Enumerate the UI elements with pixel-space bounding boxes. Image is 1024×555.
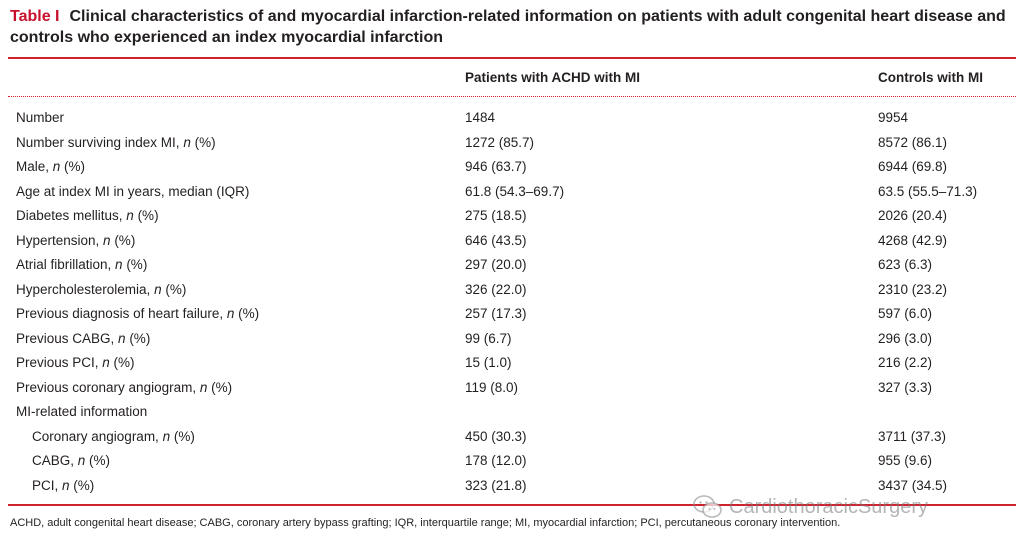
row-label: Number surviving index MI, n (%)	[16, 134, 216, 150]
cell-controls: 8572 (86.1)	[878, 134, 948, 150]
wechat-icon	[693, 494, 723, 520]
table-caption: Table I Clinical characteristics of and m…	[10, 6, 1014, 48]
table-label: Table I	[10, 8, 60, 25]
cell-achd: 178 (12.0)	[465, 453, 527, 468]
row-label: PCI, n (%)	[32, 477, 95, 493]
table-row: Previous coronary angiogram, n (%) 119 (8…	[0, 376, 1024, 401]
cell-controls: 296 (3.0)	[878, 330, 933, 346]
row-label: Male, n (%)	[16, 159, 86, 174]
row-label: Atrial fibrillation, n (%)	[16, 257, 148, 272]
table-row: PCI, n (%) 323 (21.8) 3437 (34.5)	[0, 474, 1024, 499]
row-label: Coronary angiogram, n (%)	[32, 428, 195, 444]
cell-controls: 3437 (34.5)	[878, 477, 948, 493]
cell-achd: 1272 (85.7)	[465, 134, 535, 150]
row-label: Number	[16, 110, 65, 125]
watermark-text: CardiothoracicSurgery	[729, 495, 928, 518]
cell-achd: 1484	[465, 110, 496, 125]
watermark: CardiothoracicSurgery	[693, 490, 928, 524]
cell-achd: 15 (1.0)	[465, 355, 512, 370]
cell-controls: 63.5 (55.5–71.3)	[878, 183, 978, 199]
table-row: Number surviving index MI, n (%) 1272 (85…	[0, 131, 1024, 156]
row-label: MI-related information	[16, 404, 148, 419]
table-row: Atrial fibrillation, n (%) 297 (20.0) 623 …	[0, 253, 1024, 278]
table-row: Diabetes mellitus, n (%) 275 (18.5) 2026 (…	[0, 204, 1024, 229]
row-label: Previous CABG, n (%)	[16, 330, 151, 346]
table-row: Hypercholesterolemia, n (%) 326 (22.0) 231…	[0, 278, 1024, 303]
table-row: CABG, n (%) 178 (12.0) 955 (9.6)	[0, 449, 1024, 474]
row-label: Hypercholesterolemia, n (%)	[16, 281, 187, 297]
table-body: Number 1484 9954 Number surviving index MI,…	[0, 106, 1024, 498]
cell-achd: 297 (20.0)	[465, 257, 527, 272]
cell-controls: 623 (6.3)	[878, 257, 933, 272]
row-label: Previous diagnosis of heart failure, n (…	[16, 306, 260, 321]
column-header-controls: Controls with MI	[878, 70, 983, 85]
cell-achd: 61.8 (54.3–69.7)	[465, 183, 565, 199]
table-row: Hypertension, n (%) 646 (43.5) 4268 (42.9)	[0, 229, 1024, 254]
cell-controls: 597 (6.0)	[878, 306, 933, 321]
cell-controls: 9954	[878, 110, 909, 125]
row-label: Previous PCI, n (%)	[16, 355, 135, 370]
cell-achd: 646 (43.5)	[465, 232, 527, 248]
row-label: Previous coronary angiogram, n (%)	[16, 379, 233, 395]
cell-controls: 3711 (37.3)	[878, 428, 947, 444]
cell-achd: 450 (30.3)	[465, 428, 527, 444]
table-bottom-rule	[8, 504, 1016, 506]
row-label: Age at index MI in years, median (IQR)	[16, 183, 250, 199]
header-dotted-rule	[8, 96, 1016, 97]
cell-achd: 275 (18.5)	[465, 208, 527, 223]
row-label: Hypertension, n (%)	[16, 232, 136, 248]
cell-controls: 216 (2.2)	[878, 355, 933, 370]
cell-achd: 257 (17.3)	[465, 306, 527, 321]
table-row: Age at index MI in years, median (IQR) 61…	[0, 180, 1024, 205]
table-row: Male, n (%) 946 (63.7) 6944 (69.8)	[0, 155, 1024, 180]
cell-controls: 2310 (23.2)	[878, 281, 948, 297]
cell-achd: 119 (8.0)	[465, 379, 519, 395]
table-row: MI-related information	[0, 400, 1024, 425]
cell-controls: 4268 (42.9)	[878, 232, 948, 248]
table-top-rule	[8, 57, 1016, 59]
cell-controls: 955 (9.6)	[878, 453, 933, 468]
row-label: CABG, n (%)	[32, 453, 111, 468]
table-row: Number 1484 9954	[0, 106, 1024, 131]
table-row: Previous diagnosis of heart failure, n (…	[0, 302, 1024, 327]
table-row: Previous CABG, n (%) 99 (6.7) 296 (3.0)	[0, 327, 1024, 352]
row-label: Diabetes mellitus, n (%)	[16, 208, 159, 223]
cell-controls: 2026 (20.4)	[878, 208, 948, 223]
cell-controls: 6944 (69.8)	[878, 159, 948, 174]
cell-achd: 946 (63.7)	[465, 159, 527, 174]
column-header-achd: Patients with ACHD with MI	[465, 70, 640, 85]
table-footnote: ACHD, adult congenital heart disease; CA…	[10, 517, 841, 529]
cell-achd: 99 (6.7)	[465, 330, 512, 346]
cell-achd: 323 (21.8)	[465, 477, 527, 493]
table-row: Previous PCI, n (%) 15 (1.0) 216 (2.2)	[0, 351, 1024, 376]
table-row: Coronary angiogram, n (%) 450 (30.3) 3711 …	[0, 425, 1024, 450]
cell-controls: 327 (3.3)	[878, 379, 933, 395]
cell-achd: 326 (22.0)	[465, 281, 527, 297]
table-title: Clinical characteristics of and myocardi…	[10, 8, 1006, 46]
